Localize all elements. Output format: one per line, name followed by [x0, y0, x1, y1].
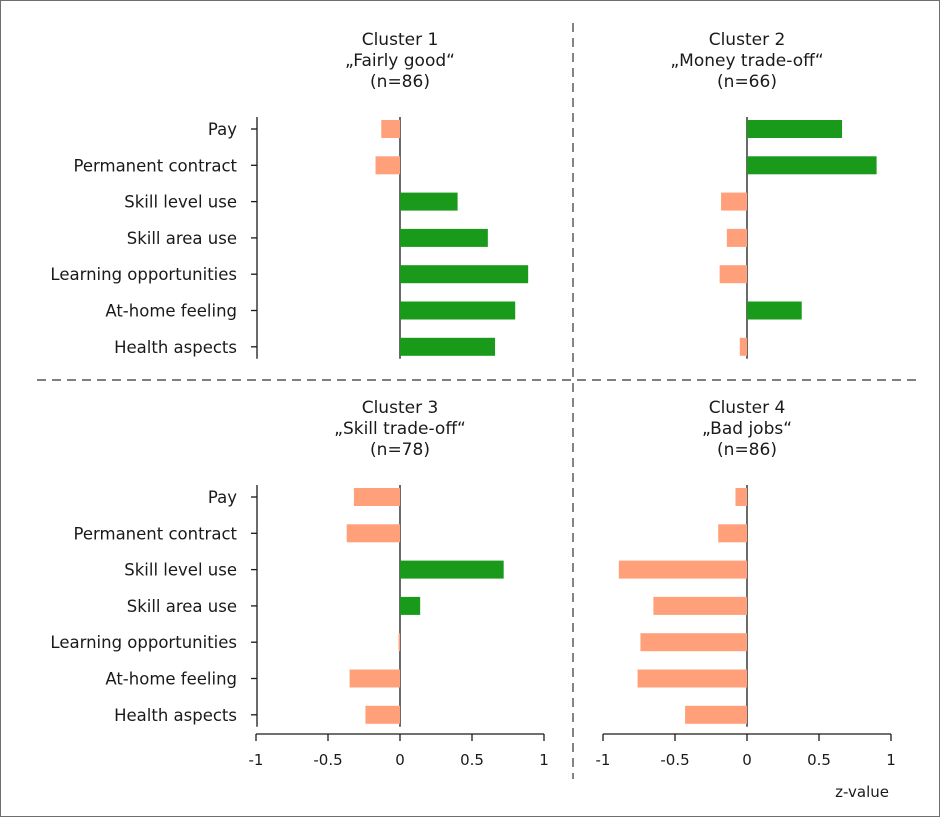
- bar: [400, 192, 458, 211]
- bar: [640, 633, 747, 652]
- bar: [718, 524, 747, 543]
- bar: [349, 669, 400, 688]
- x-tick-label: 0: [742, 751, 752, 769]
- bar: [400, 596, 421, 615]
- category-label: Skill area use: [127, 597, 237, 616]
- bar: [747, 301, 802, 320]
- bar: [685, 705, 747, 724]
- bar: [747, 120, 843, 138]
- x-tick-label: 0: [395, 751, 405, 769]
- x-tick-label: 1: [886, 751, 896, 769]
- panel-2-title-line-2: „Money trade-off“: [670, 51, 823, 71]
- category-label: Health aspects: [114, 706, 237, 725]
- category-label: Learning opportunities: [50, 633, 237, 652]
- category-label: Skill level use: [124, 193, 237, 212]
- panel-2-title-line-1: Cluster 2: [709, 30, 786, 50]
- panel-3-title-line-3: (n=78): [370, 440, 430, 460]
- category-label: Pay: [208, 120, 237, 139]
- panel-1-title-line-2: „Fairly good“: [345, 51, 455, 71]
- bar: [353, 488, 400, 506]
- category-label: At-home feeling: [105, 670, 237, 689]
- x-tick-label: -1: [596, 751, 611, 769]
- bar: [400, 337, 496, 356]
- category-label: Pay: [208, 488, 237, 507]
- panel-4-title-line-2: „Bad jobs“: [702, 419, 792, 439]
- panel-3-title-line-1: Cluster 3: [362, 398, 439, 418]
- x-tick-label: 0.5: [460, 751, 484, 769]
- bar: [739, 337, 747, 356]
- bar: [747, 156, 877, 175]
- bar: [719, 265, 747, 284]
- category-label: Skill area use: [127, 229, 237, 248]
- category-label: Learning opportunities: [50, 265, 237, 284]
- bar: [721, 192, 747, 211]
- x-tick-label: 1: [539, 751, 549, 769]
- bar: [400, 301, 516, 320]
- x-tick-label: -1: [249, 751, 264, 769]
- category-label: At-home feeling: [105, 302, 237, 321]
- panel-4-title-line-3: (n=86): [717, 440, 777, 460]
- bar: [400, 560, 504, 579]
- bar: [618, 560, 747, 579]
- panel-2-title-line-3: (n=66): [717, 72, 777, 92]
- category-label: Permanent contract: [73, 156, 237, 175]
- panel-4-title-line-1: Cluster 4: [709, 398, 786, 418]
- bar: [375, 156, 400, 175]
- panel-1-title-line-1: Cluster 1: [362, 30, 439, 50]
- bar: [653, 596, 747, 615]
- bar: [346, 524, 400, 543]
- panel-3-title-line-2: „Skill trade-off“: [334, 419, 466, 439]
- x-axis-label: z-value: [835, 783, 889, 801]
- bar: [735, 488, 747, 506]
- bar: [365, 705, 400, 724]
- bar: [398, 633, 400, 652]
- category-label: Skill level use: [124, 561, 237, 580]
- x-tick-label: 0.5: [807, 751, 831, 769]
- bar: [726, 228, 747, 247]
- bar: [637, 669, 747, 688]
- x-tick-label: -0.5: [313, 751, 342, 769]
- bar: [400, 265, 529, 284]
- x-tick-label: -0.5: [660, 751, 689, 769]
- category-label: Permanent contract: [73, 524, 237, 543]
- bar: [400, 228, 488, 247]
- category-label: Health aspects: [114, 338, 237, 357]
- panel-1-title-line-3: (n=86): [370, 72, 430, 92]
- bar: [381, 120, 400, 138]
